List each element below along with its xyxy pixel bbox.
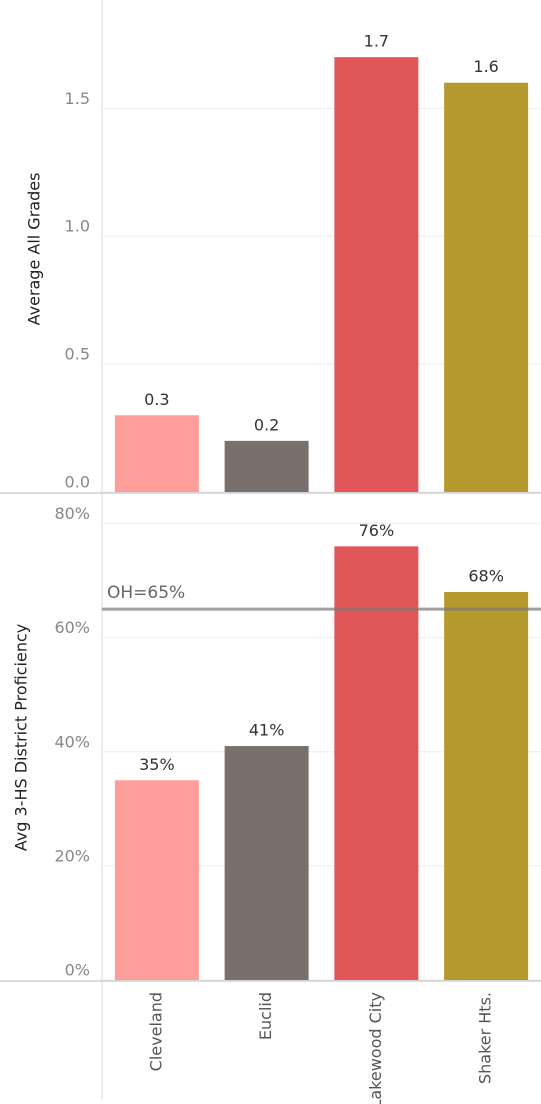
data-label: 41%	[249, 721, 285, 740]
bar	[334, 546, 419, 980]
data-label: 35%	[139, 755, 175, 774]
bar	[114, 415, 199, 492]
y-tick-label: 1.0	[65, 217, 90, 236]
y-tick-label: 20%	[54, 846, 90, 865]
bar	[224, 440, 309, 492]
bar	[334, 57, 419, 492]
bar	[444, 82, 529, 492]
x-tick-label: Euclid	[256, 992, 275, 1040]
bar	[114, 780, 199, 980]
x-tick-label: Lakewood City	[366, 992, 385, 1104]
data-label: 0.2	[254, 415, 279, 434]
x-tick-label: Cleveland	[146, 992, 165, 1071]
y-tick-label: 1.5	[65, 89, 90, 108]
y-tick-label: 0.5	[65, 345, 90, 364]
y-tick-label: 0.0	[65, 473, 90, 492]
bar	[224, 746, 309, 980]
bar	[444, 592, 529, 980]
y-axis-title: Avg 3-HS District Proficiency	[12, 624, 31, 851]
data-label: 1.6	[473, 57, 498, 76]
data-label: 1.7	[364, 32, 389, 51]
data-label: 76%	[359, 521, 395, 540]
y-tick-label: 60%	[54, 618, 90, 637]
x-tick-label: Shaker Hts.	[476, 992, 495, 1084]
y-tick-label: 0%	[65, 961, 90, 980]
y-tick-label: 80%	[54, 504, 90, 523]
data-label: 0.3	[144, 390, 169, 409]
reference-label: OH=65%	[107, 583, 185, 603]
y-axis-title: Average All Grades	[25, 173, 44, 326]
y-tick-label: 40%	[54, 732, 90, 751]
data-label: 68%	[468, 567, 504, 586]
